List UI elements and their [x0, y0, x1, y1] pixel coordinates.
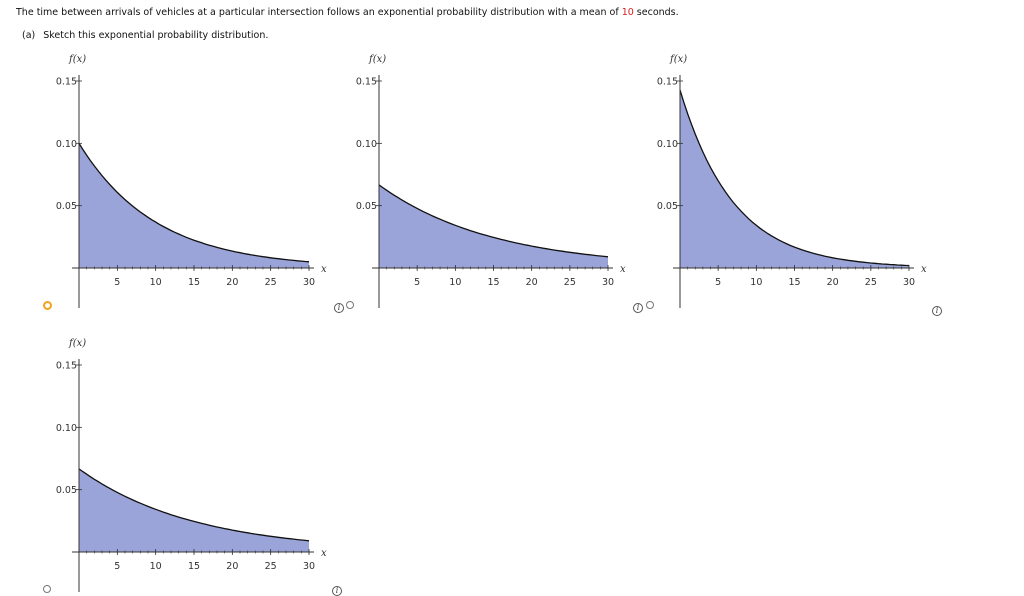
density-area: [79, 468, 309, 552]
density-area: [79, 143, 309, 268]
option-1-radio[interactable]: [43, 301, 52, 310]
x-tick-label: 5: [414, 277, 420, 288]
x-tick-label: 20: [226, 561, 238, 572]
x-axis-title: x: [921, 264, 927, 275]
density-area: [379, 184, 608, 268]
density-curve: [378, 184, 609, 258]
option-3-radio[interactable]: [646, 301, 654, 309]
x-tick-label: 30: [903, 277, 915, 288]
y-tick-label: 0.15: [356, 77, 377, 88]
x-axis-title: x: [321, 548, 327, 559]
y-tick-label: 0.10: [56, 423, 77, 434]
density-area: [680, 89, 909, 269]
x-tick-label: 20: [827, 277, 839, 288]
x-tick-label: 20: [526, 277, 538, 288]
density-curve: [78, 468, 310, 542]
y-tick-label: 0.05: [356, 201, 377, 212]
x-tick-label: 30: [303, 561, 315, 572]
y-tick-label: 0.05: [657, 201, 678, 212]
x-tick-label: 30: [602, 277, 614, 288]
x-tick-label: 25: [865, 277, 877, 288]
y-tick-label: 0.15: [657, 77, 678, 88]
y-tick-label: 0.10: [356, 139, 377, 150]
y-axis-title: f(x): [68, 338, 86, 349]
x-axis-title: x: [321, 264, 327, 275]
x-tick-label: 25: [265, 277, 277, 288]
part-a-text: Sketch this exponential probability dist…: [43, 30, 269, 41]
y-tick-label: 0.10: [657, 139, 678, 150]
x-tick-label: 15: [788, 277, 800, 288]
y-tick-label: 0.05: [56, 201, 77, 212]
x-tick-label: 15: [188, 561, 200, 572]
x-axis-title: x: [620, 264, 626, 275]
y-axis-title: f(x): [669, 54, 687, 65]
y-tick-label: 0.05: [56, 485, 77, 496]
x-tick-label: 25: [265, 561, 277, 572]
x-tick-label: 5: [114, 277, 120, 288]
question-text: The time between arrivals of vehicles at…: [16, 7, 679, 18]
x-tick-label: 20: [226, 277, 238, 288]
x-tick-label: 10: [150, 277, 162, 288]
option-2-info-icon[interactable]: i: [633, 303, 643, 313]
x-tick-label: 10: [449, 277, 461, 288]
option-3-info-icon[interactable]: i: [932, 306, 942, 316]
y-axis-title: f(x): [68, 54, 86, 65]
x-tick-label: 5: [114, 561, 120, 572]
density-curve: [679, 89, 910, 267]
x-tick-label: 25: [564, 277, 576, 288]
y-tick-label: 0.15: [56, 77, 77, 88]
y-tick-label: 0.10: [56, 139, 77, 150]
x-tick-label: 15: [188, 277, 200, 288]
x-tick-label: 15: [487, 277, 499, 288]
question-text-after: seconds.: [633, 7, 679, 18]
option-1-info-icon[interactable]: i: [334, 303, 344, 313]
y-tick-label: 0.15: [56, 361, 77, 372]
x-tick-label: 5: [715, 277, 721, 288]
x-tick-label: 10: [750, 277, 762, 288]
part-a-letter: (a): [22, 30, 36, 41]
option-4-radio[interactable]: [43, 585, 51, 593]
question-text-before: The time between arrivals of vehicles at…: [16, 7, 622, 18]
x-tick-label: 30: [303, 277, 315, 288]
option-2-radio[interactable]: [346, 301, 354, 309]
y-axis-title: f(x): [368, 54, 386, 65]
x-tick-label: 10: [150, 561, 162, 572]
density-curve: [78, 142, 310, 263]
part-a-prompt: (a) Sketch this exponential probability d…: [22, 30, 268, 41]
mean-value: 10: [621, 7, 634, 18]
option-4-info-icon[interactable]: i: [332, 586, 342, 596]
